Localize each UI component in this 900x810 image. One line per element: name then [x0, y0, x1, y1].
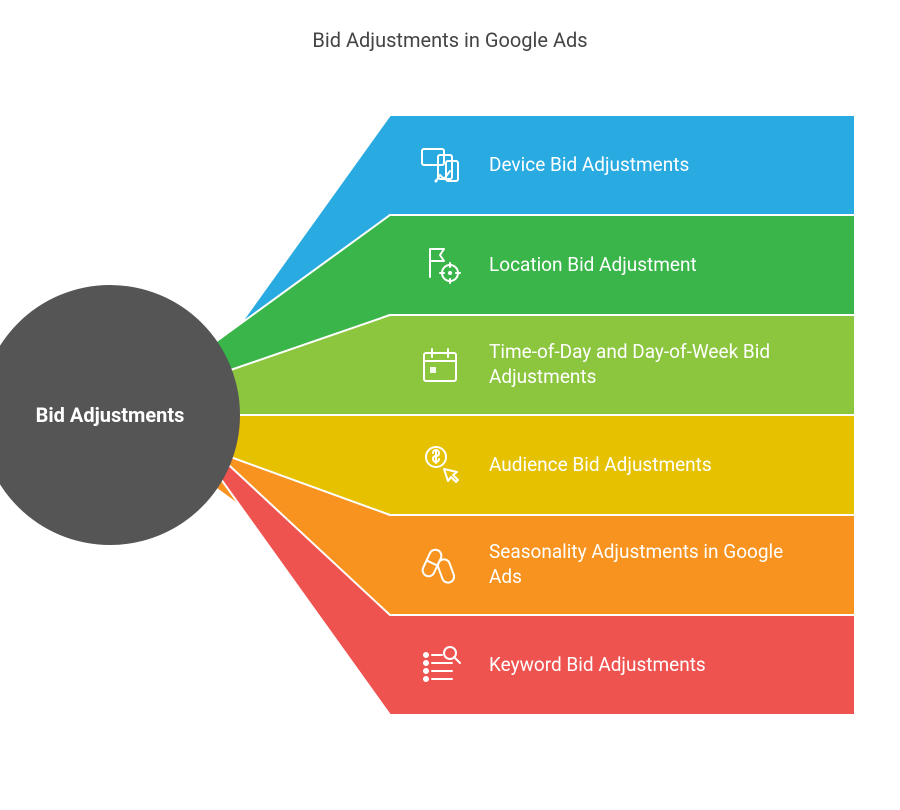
row-device: Device Bid Adjustments [45, 115, 855, 215]
row-keyword: Keyword Bid Adjustments [45, 615, 855, 715]
row-label: Time-of-Day and Day-of-Week Bid Adjustme… [489, 340, 819, 389]
money-click-icon [415, 440, 465, 490]
hub-label: Bid Adjustments [36, 403, 185, 427]
row-label: Audience Bid Adjustments [489, 453, 712, 478]
diagram-title: Bid Adjustments in Google Ads [0, 28, 900, 52]
devices-icon [415, 140, 465, 190]
list-search-icon [415, 640, 465, 690]
calendar-icon [415, 340, 465, 390]
diagram: Device Bid Adjustments Location Bid Adju… [45, 115, 855, 715]
row-label: Seasonality Adjustments in Google Ads [489, 540, 819, 589]
row-label: Keyword Bid Adjustments [489, 653, 706, 678]
pills-icon [415, 540, 465, 590]
target-pin-icon [415, 240, 465, 290]
row-label: Location Bid Adjustment [489, 253, 697, 278]
row-label: Device Bid Adjustments [489, 153, 689, 178]
